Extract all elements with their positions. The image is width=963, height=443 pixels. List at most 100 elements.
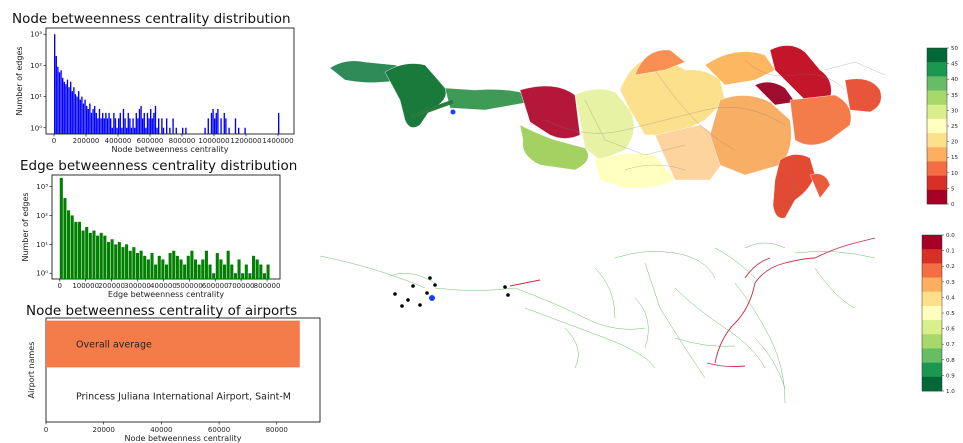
hist-bar — [135, 112, 137, 134]
hist-bar — [121, 247, 125, 279]
edge-line — [524, 307, 656, 369]
hist-bar — [225, 118, 227, 134]
x-tick-label: 1200000 — [230, 137, 261, 145]
hist-bar — [169, 127, 171, 134]
hist-bar — [233, 273, 237, 279]
colorbar-tick-label: 30 — [951, 108, 958, 114]
hist-bar — [212, 273, 216, 279]
road-line — [584, 99, 686, 156]
hist-bar — [172, 118, 174, 134]
y-tick-label: 10⁰ — [36, 270, 48, 278]
hist-bar — [143, 255, 147, 279]
map-region — [772, 154, 816, 219]
hist-bar — [68, 87, 70, 134]
hist-bar — [81, 230, 85, 279]
map-region — [594, 153, 676, 189]
hist-bar — [122, 108, 125, 134]
edge-line — [706, 362, 746, 368]
airport-marker — [429, 295, 435, 301]
hist-bar — [156, 127, 158, 134]
hist-bar — [127, 112, 129, 134]
hist-bar — [244, 264, 248, 279]
node-betweenness-map — [329, 45, 886, 219]
colorbar-tick-label: 0.4 — [946, 295, 955, 301]
hist-bar — [102, 112, 104, 134]
edge-line — [634, 297, 649, 349]
hist-bar — [207, 118, 209, 134]
x-tick-label: 400000 — [105, 137, 132, 145]
hist-bar — [223, 264, 227, 279]
hist-bar — [217, 108, 219, 134]
map-region — [574, 88, 635, 161]
hist-bar — [87, 108, 89, 134]
colorbar-tick-label: 0.2 — [946, 264, 955, 270]
hist-bar — [161, 118, 163, 134]
colorbar-tick-label: 1.0 — [946, 389, 955, 395]
node-dot — [400, 304, 404, 308]
road-line — [544, 106, 786, 134]
colorbar-segment — [922, 334, 942, 349]
hist-bar — [252, 255, 256, 279]
hist-bar — [255, 259, 259, 279]
edge-line — [734, 282, 786, 404]
hist-bar — [65, 84, 67, 134]
edge-line — [674, 337, 736, 347]
colorbar-segment — [922, 249, 942, 264]
hist-bar — [148, 118, 150, 134]
colorbar-segment — [927, 104, 947, 120]
road-network — [544, 59, 886, 211]
x-tick-label: 60000 — [208, 426, 230, 434]
hist-bar — [100, 118, 102, 134]
x-tick-label: 600000 — [137, 137, 164, 145]
hist-bar — [94, 105, 96, 134]
y-axis-label: Airport names — [27, 342, 36, 399]
hist-bar — [223, 112, 225, 134]
hist-bar — [63, 198, 67, 279]
colorbar-tick-label: 20 — [951, 140, 958, 146]
colorbar-tick-label: 5 — [951, 186, 955, 192]
hist-bar — [97, 118, 99, 134]
hist-bar — [82, 103, 85, 134]
road-line — [654, 69, 736, 151]
hist-bar — [135, 253, 140, 279]
x-tick-label: 800000 — [254, 282, 281, 290]
x-tick-label: 40000 — [150, 426, 172, 434]
hist-bar — [142, 118, 144, 134]
edge-line — [389, 272, 436, 284]
hist-bar — [66, 79, 69, 134]
hist-bar — [244, 127, 246, 134]
hist-bar — [90, 112, 93, 134]
colorbar-segment — [927, 133, 947, 148]
colorbar-tick-label: 40 — [951, 77, 958, 83]
hist-bar — [204, 127, 206, 134]
colorbar-segment — [922, 291, 942, 307]
edge-line — [614, 251, 716, 279]
hist-bar — [70, 215, 74, 279]
hist-bar — [76, 96, 78, 134]
colorbar-tick-label: 0.3 — [946, 280, 955, 286]
hist-bar — [134, 127, 136, 134]
colorbar-segment — [927, 76, 947, 91]
hist-bar — [62, 77, 64, 134]
x-tick-label: 700000 — [228, 282, 255, 290]
hist-bar — [208, 264, 212, 279]
hist-bar — [111, 127, 113, 134]
colorbar-tick-label: 50 — [951, 46, 958, 52]
hist-bar — [190, 250, 194, 279]
colorbar-tick-label: 25 — [951, 124, 958, 130]
edge-line — [744, 242, 786, 249]
edge-map-colorbar: 1.0 0.9 0.8 0.7 0.6 0.5 0.4 0.3 0.2 0.1 0.0 — [921, 233, 955, 395]
hist-bar — [166, 118, 168, 134]
hist-bar — [63, 81, 65, 134]
y-tick-label: 10⁰ — [30, 124, 42, 132]
hist-bar — [92, 230, 96, 279]
edge-network — [319, 242, 876, 404]
edge-line — [564, 327, 579, 369]
airport-marker — [450, 109, 456, 115]
hist-bar — [88, 232, 92, 279]
colorbar-tick-label: 45 — [951, 62, 958, 68]
hist-bar — [119, 112, 121, 134]
hist-bar — [92, 108, 94, 134]
colorbar-tick-label: 0.0 — [946, 233, 955, 239]
edge-line — [594, 267, 616, 319]
